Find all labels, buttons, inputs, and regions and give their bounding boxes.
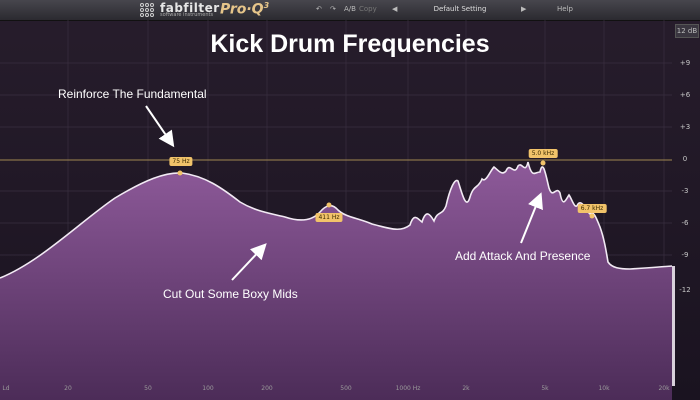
prev-preset-button[interactable]: ◀ (392, 5, 398, 13)
arrow-fundamental (145, 105, 175, 148)
x-tick: 20 (64, 385, 72, 392)
y-tick: +3 (679, 123, 691, 131)
y-tick: +9 (679, 59, 691, 67)
undo-icon[interactable]: ↶ (316, 5, 322, 13)
x-tick: 500 (340, 385, 352, 392)
x-tick: 50 (144, 385, 152, 392)
band-badge-411hz[interactable]: 411 Hz (315, 213, 343, 222)
y-tick: -12 (679, 286, 691, 294)
product-version: 3 (263, 1, 270, 10)
output-meter-edge (672, 266, 675, 386)
ab-button[interactable]: A/B (344, 5, 356, 13)
help-button[interactable]: Help (557, 5, 573, 13)
arrow-boxy (231, 243, 267, 281)
page-title: Kick Drum Frequencies (210, 30, 490, 58)
plugin-header-bar: fabfilter software instruments Pro·Q3 ↶ … (0, 0, 700, 21)
y-tick: 0 (682, 155, 688, 163)
annotation-fundamental: Reinforce The Fundamental (58, 87, 207, 101)
band-badge-75hz[interactable]: 75 Hz (169, 157, 193, 166)
copy-button[interactable]: Copy (359, 5, 377, 13)
display-range-button[interactable]: 12 dB (675, 24, 699, 38)
y-tick: -3 (681, 187, 689, 195)
y-tick: +6 (679, 91, 691, 99)
band-node-4[interactable] (589, 213, 595, 219)
y-tick: -9 (681, 251, 689, 259)
band-node-3[interactable] (540, 160, 546, 166)
x-tick: 200 (261, 385, 273, 392)
spectrum-analyzer-line (0, 161, 673, 279)
next-preset-button[interactable]: ▶ (521, 5, 527, 13)
band-node-2[interactable] (326, 202, 332, 208)
annotation-attack-presence: Add Attack And Presence (455, 249, 591, 263)
x-tick: 5k (541, 385, 549, 392)
band-badge-5khz[interactable]: 5.0 kHz (528, 149, 558, 158)
fabfilter-logo-icon (140, 3, 154, 17)
x-tick: 10k (598, 385, 610, 392)
band-node-1[interactable] (177, 170, 183, 176)
redo-icon[interactable]: ↷ (330, 5, 336, 13)
x-tick: Ld (2, 385, 10, 392)
annotation-boxy-mids: Cut Out Some Boxy Mids (163, 287, 298, 301)
product-name: Pro·Q3 (220, 1, 270, 18)
x-tick: 20k (658, 385, 670, 392)
spectrum-analyzer-fill (0, 162, 672, 400)
preset-selector[interactable]: Default Setting (433, 5, 487, 13)
y-tick: -6 (681, 219, 689, 227)
brand-name: fabfilter (160, 1, 220, 15)
x-tick: 1000 Hz (395, 385, 421, 392)
x-tick: 2k (462, 385, 470, 392)
brand-tagline: software instruments (160, 12, 214, 18)
arrow-attack (520, 192, 543, 244)
x-tick: 100 (202, 385, 214, 392)
band-badge-6-7khz[interactable]: 6.7 kHz (577, 204, 607, 213)
